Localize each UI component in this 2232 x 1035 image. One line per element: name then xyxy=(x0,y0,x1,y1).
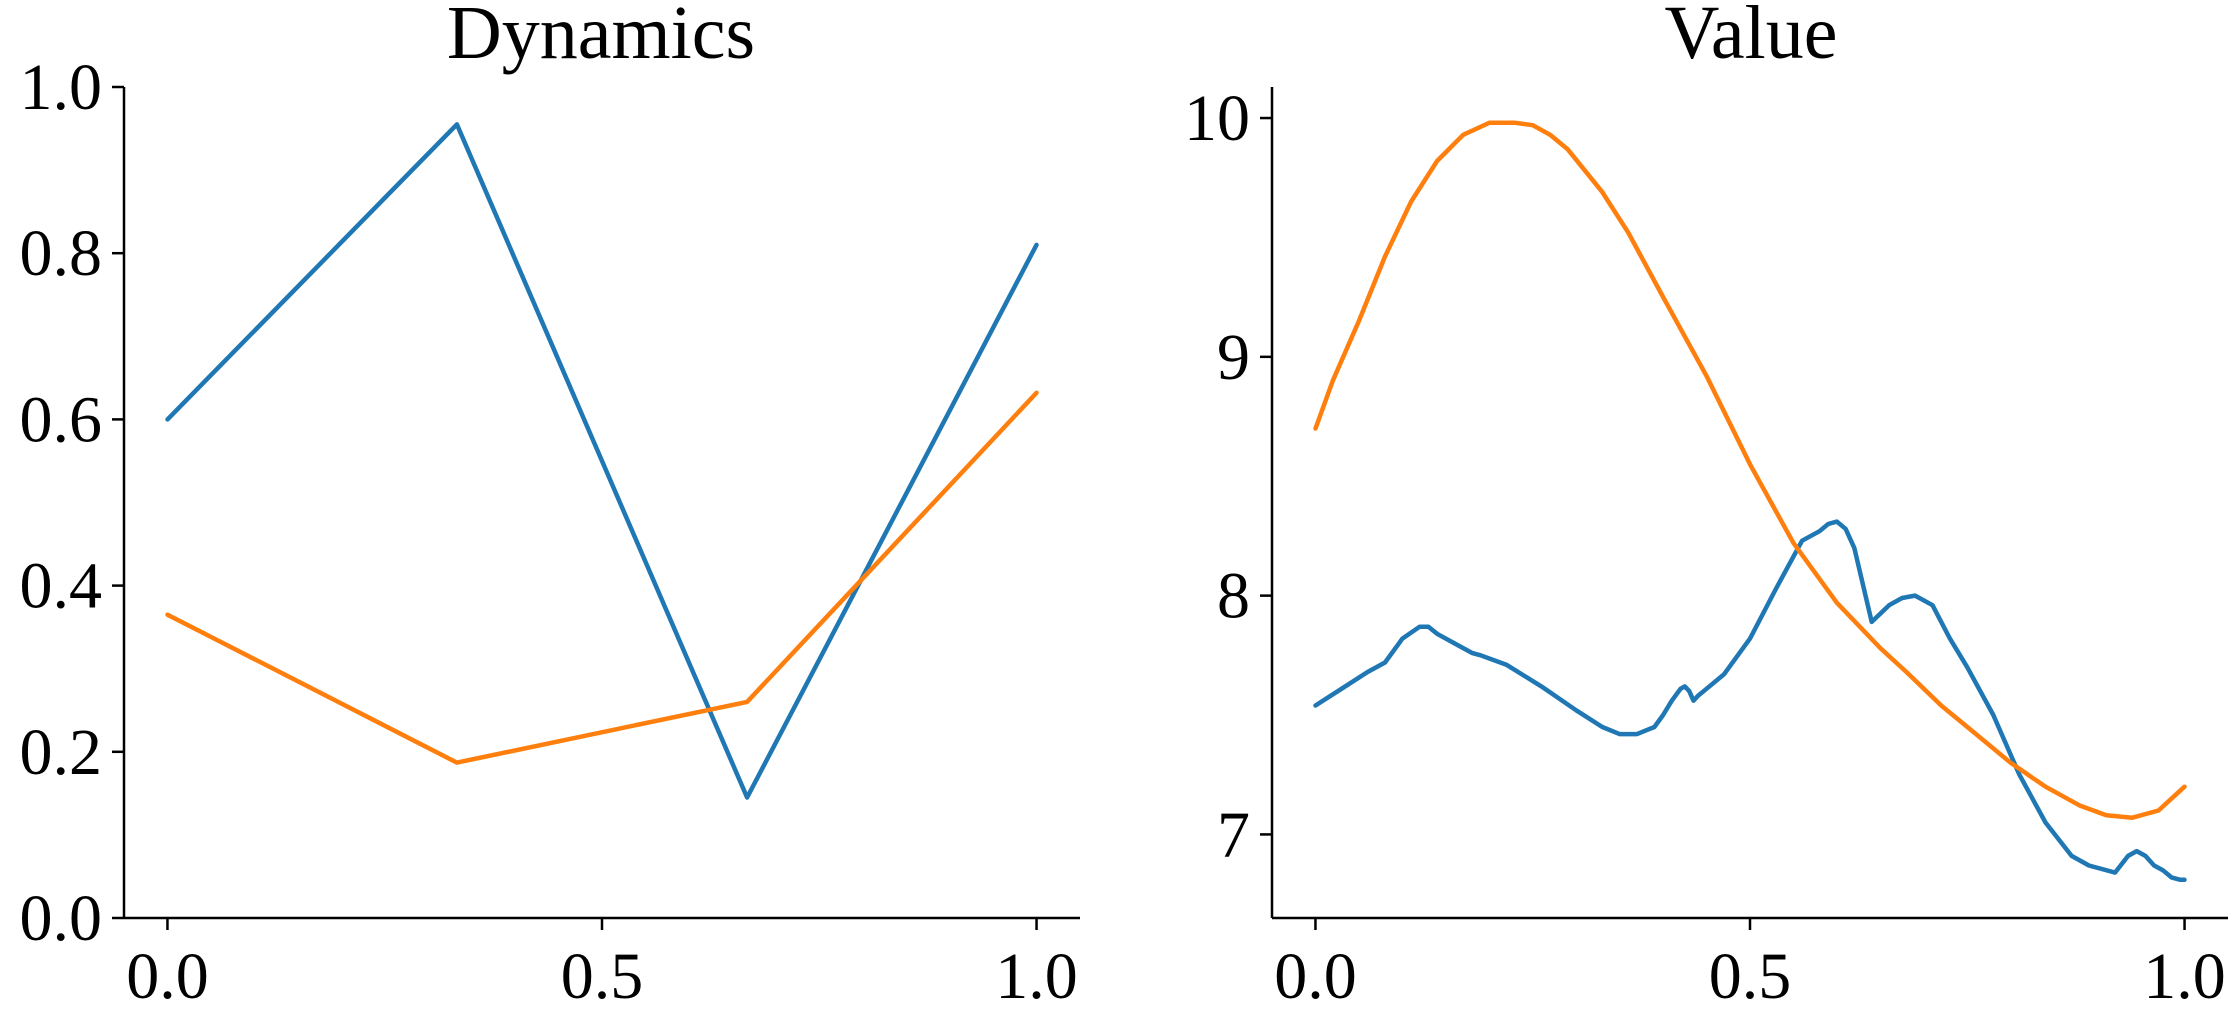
value-series-2-line xyxy=(1313,120,2187,820)
dynamics-y-tick-label: 0.0 xyxy=(20,882,103,955)
value-y-tick-label: 8 xyxy=(1217,560,1250,633)
dynamics-x-tick-label: 0.5 xyxy=(561,940,644,1013)
value-series-1-line xyxy=(1313,519,2187,883)
dynamics-y-tick-label: 0.4 xyxy=(20,550,103,623)
value-x-tick-label: 0.0 xyxy=(1274,940,1357,1013)
value-y-tick-label: 9 xyxy=(1217,321,1250,394)
dynamics-series-1-line xyxy=(165,122,1039,800)
value-title: Value xyxy=(1664,0,1837,75)
dynamics-title: Dynamics xyxy=(447,0,755,75)
dynamics-x-tick-label: 1.0 xyxy=(995,940,1078,1013)
value-panel: Value 7 8 9 10 0.0 0.5 1.0 xyxy=(1184,0,2228,1013)
value-x-tick-label: 1.0 xyxy=(2143,940,2226,1013)
dynamics-y-tick-label: 0.8 xyxy=(20,217,103,290)
dynamics-series-2-line xyxy=(165,390,1039,765)
dynamics-panel: Dynamics 0.0 0.2 0.4 0.6 0.8 1.0 0.0 0.5 1.0 xyxy=(20,0,1080,1013)
dynamics-x-tick-label: 0.0 xyxy=(126,940,209,1013)
dynamics-y-tick-label: 0.2 xyxy=(20,716,103,789)
dynamics-lines xyxy=(165,122,1039,800)
value-lines xyxy=(1313,120,2187,883)
dynamics-ticks: 0.0 0.2 0.4 0.6 0.8 1.0 0.0 0.5 1.0 xyxy=(20,51,1078,1013)
dynamics-y-tick-label: 0.6 xyxy=(20,383,103,456)
value-y-tick-label: 10 xyxy=(1184,82,1250,155)
value-y-tick-label: 7 xyxy=(1217,798,1250,871)
value-ticks: 7 8 9 10 0.0 0.5 1.0 xyxy=(1184,82,2226,1013)
value-x-tick-label: 0.5 xyxy=(1709,940,1792,1013)
dynamics-y-tick-label: 1.0 xyxy=(20,51,103,124)
